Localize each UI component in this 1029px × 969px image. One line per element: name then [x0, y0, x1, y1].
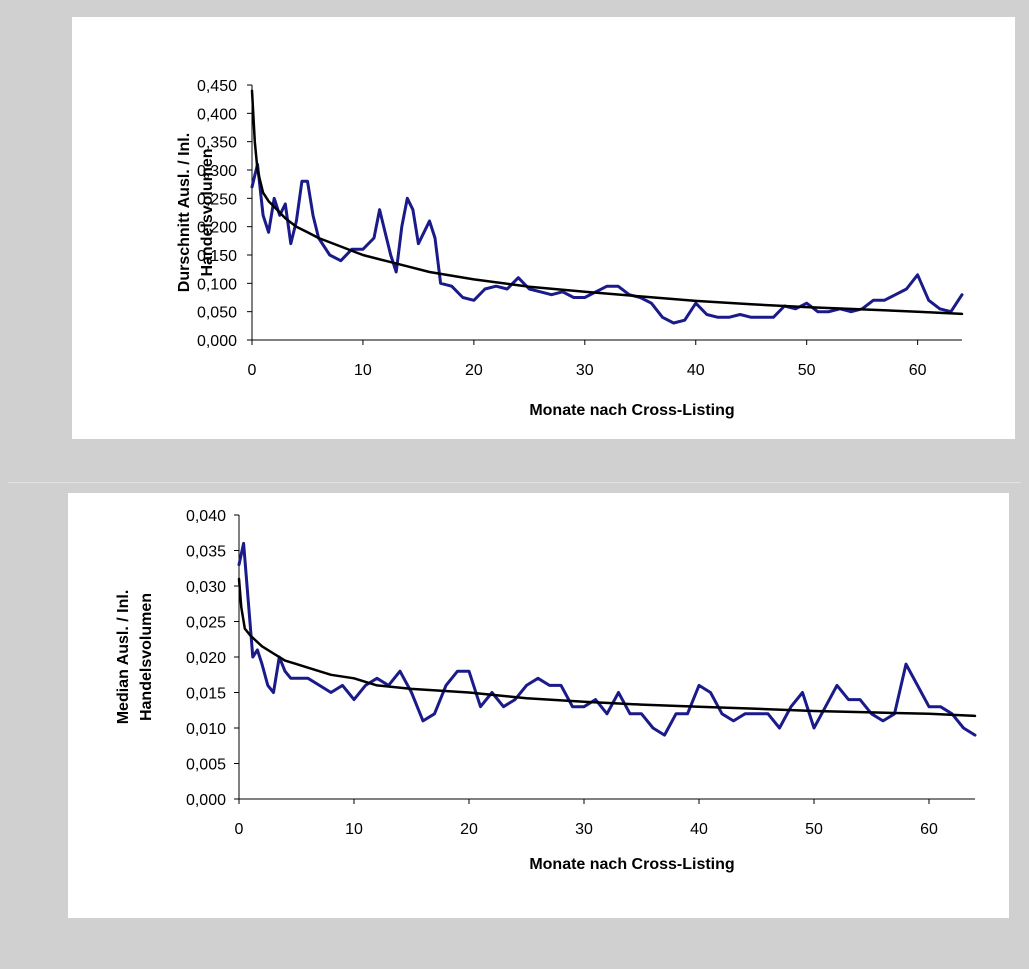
y-tick-label: 0,350	[197, 135, 237, 152]
avg-actual-series-line	[250, 162, 964, 325]
y-tick-label: 0,035	[186, 544, 226, 561]
y-axis-title-line2: Handelsvolumen	[138, 593, 155, 721]
x-tick-label: 60	[920, 821, 938, 838]
median-volume-chart: 0,000 0,005 0,010 0,015 0,020 0,025 0,030 0,035…	[115, 508, 977, 873]
x-tick-label: 0	[248, 362, 257, 379]
y-tick-label: 0,000	[197, 333, 237, 350]
x-tick-label: 40	[690, 821, 708, 838]
y-axis-title-line1: Median Ausl. / Inl.	[115, 590, 132, 725]
y-tick-label: 0,030	[186, 579, 226, 596]
median-actual-series-line	[237, 541, 977, 737]
y-tick-label: 0,025	[186, 615, 226, 632]
median-volume-chart-panel: 0,000 0,005 0,010 0,015 0,020 0,025 0,030 0,035…	[68, 493, 1009, 918]
y-tick-label: 0,000	[186, 792, 226, 809]
average-volume-chart-panel: 0,000 0,050 0,100 0,150 0,200 0,250 0,300 0,350…	[72, 17, 1015, 439]
x-tick-label: 30	[576, 362, 594, 379]
y-tick-label: 0,100	[197, 276, 237, 293]
y-tick-label: 0,005	[186, 757, 226, 774]
x-tick-label: 10	[345, 821, 363, 838]
x-tick-label: 10	[354, 362, 372, 379]
y-axis-title-line1: Durschnitt Ausl. / Inl.	[176, 133, 193, 292]
average-volume-chart: 0,000 0,050 0,100 0,150 0,200 0,250 0,300 0,350…	[176, 78, 964, 419]
y-tick-label: 0,400	[197, 106, 237, 123]
x-tick-label: 30	[575, 821, 593, 838]
x-tick-label: 50	[798, 362, 816, 379]
y-tick-label: 0,050	[197, 305, 237, 322]
x-tick-label: 20	[465, 362, 483, 379]
y-tick-label: 0,200	[197, 220, 237, 237]
x-axis-title: Monate nach Cross-Listing	[529, 856, 734, 873]
y-tick-label: 0,020	[186, 650, 226, 667]
x-tick-label: 50	[805, 821, 823, 838]
x-tick-label: 20	[460, 821, 478, 838]
panel-divider	[8, 482, 1021, 483]
y-tick-label: 0,015	[186, 686, 226, 703]
x-tick-label: 0	[235, 821, 244, 838]
y-axis-title-line2: Handelsvolumen	[199, 148, 216, 276]
y-tick-label: 0,150	[197, 248, 237, 265]
y-tick-label: 0,010	[186, 721, 226, 738]
x-tick-label: 40	[687, 362, 705, 379]
y-tick-label: 0,250	[197, 191, 237, 208]
x-tick-label: 60	[909, 362, 927, 379]
y-tick-label: 0,040	[186, 508, 226, 525]
median-trend-series-line	[237, 577, 977, 718]
x-axis-title: Monate nach Cross-Listing	[529, 402, 734, 419]
avg-trend-series-line	[250, 89, 964, 316]
y-tick-label: 0,300	[197, 163, 237, 180]
y-tick-label: 0,450	[197, 78, 237, 95]
